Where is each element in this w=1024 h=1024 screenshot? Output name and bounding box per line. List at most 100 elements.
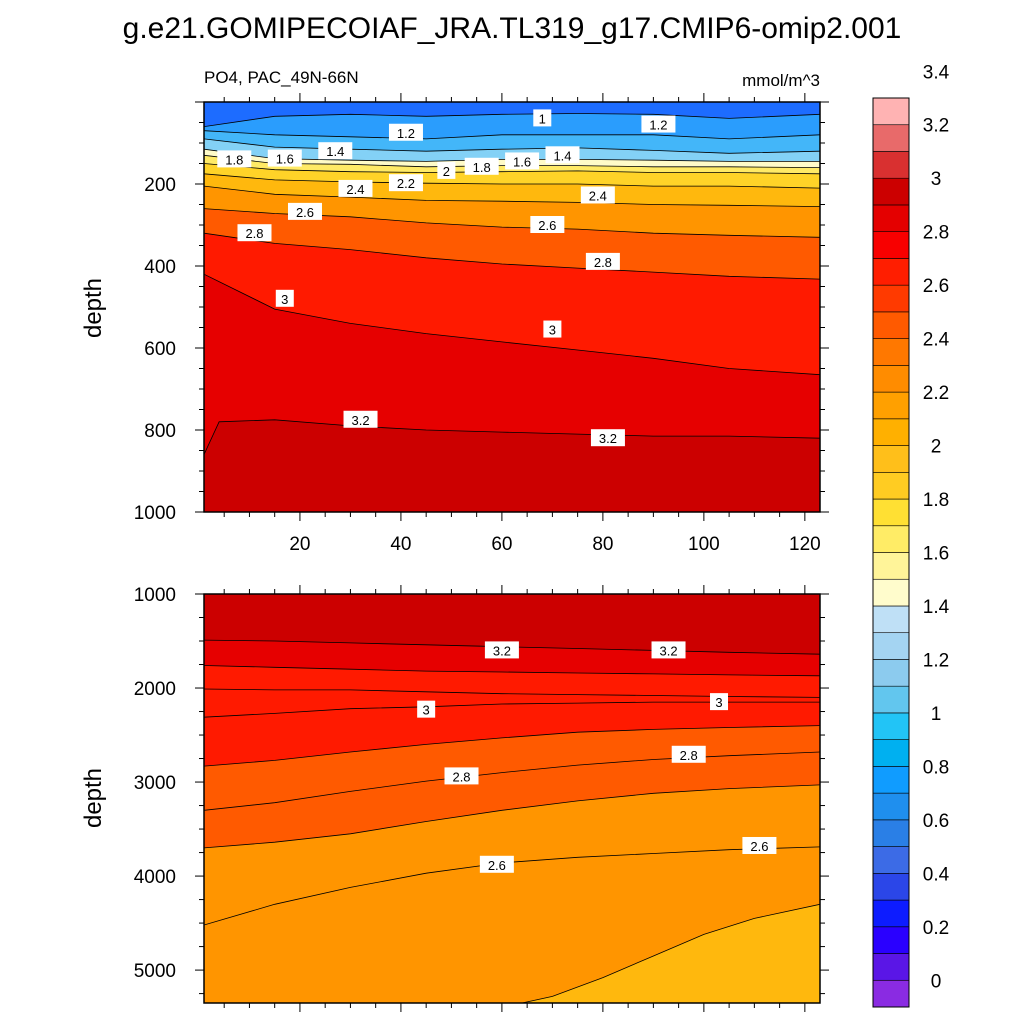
contour-label-box bbox=[484, 641, 519, 659]
contour-label-box bbox=[338, 179, 373, 197]
lower-contour-lines bbox=[204, 639, 820, 1003]
colorbar-swatch bbox=[872, 926, 910, 954]
lower-y-axis-label: depth bbox=[80, 768, 107, 828]
colorbar-swatch bbox=[872, 338, 910, 366]
lower-contour-labels: 3.2 3.2 3 3 2.8 2.8 2.6 2.6 bbox=[417, 641, 777, 873]
contour-label-text: 3 bbox=[423, 703, 430, 718]
contour-label-box bbox=[545, 146, 580, 164]
contour-label-box bbox=[275, 289, 294, 307]
contour-label-text: 2.2 bbox=[397, 176, 415, 191]
colorbar-swatch bbox=[872, 391, 910, 420]
colorbar: 0 0.2 0.4 0.6 0.8 1 1.2 1.4 1.6 1.8 2 2.2 2.4 2.6 2.8 3… bbox=[872, 62, 950, 1008]
contour-label-box bbox=[710, 693, 729, 711]
contour-label-text: 1 bbox=[539, 111, 546, 126]
contour-label: 3 bbox=[543, 320, 562, 338]
contour-line bbox=[204, 725, 820, 767]
colorbar-label: 0.2 bbox=[923, 918, 949, 939]
x-tick-label: 60 bbox=[491, 534, 512, 555]
contour-label-box bbox=[742, 836, 777, 854]
colorbar-swatch bbox=[872, 311, 910, 339]
contour-label: 2.2 bbox=[388, 174, 423, 192]
colorbar-swatch bbox=[872, 124, 910, 152]
colorbar-swatch bbox=[872, 151, 910, 179]
y-tick-label: 2000 bbox=[134, 679, 176, 700]
colorbar-swatch bbox=[872, 632, 910, 660]
lower-contour-fills bbox=[204, 640, 820, 1003]
contour-label-box bbox=[237, 224, 272, 242]
contour-label-box bbox=[388, 174, 423, 192]
contour-label-text: 1.6 bbox=[276, 152, 294, 167]
contour-label-box bbox=[533, 109, 552, 127]
colorbar-swatch bbox=[872, 979, 910, 1008]
colorbar-swatch bbox=[872, 525, 910, 553]
lower-axis-ticks: 1000 2000 3000 4000 5000 bbox=[134, 585, 829, 1012]
contour-label-text: 1.8 bbox=[473, 160, 491, 175]
colorbar-swatch bbox=[872, 97, 910, 126]
contour-label-text: 1.8 bbox=[225, 152, 243, 167]
contour-label: 1.6 bbox=[267, 149, 302, 167]
x-tick-label: 80 bbox=[592, 534, 613, 555]
colorbar-swatch bbox=[872, 552, 910, 580]
contour-label-text: 2.8 bbox=[680, 748, 698, 763]
colorbar-frame bbox=[872, 97, 910, 1008]
contour-fill-band bbox=[204, 102, 820, 127]
contour-label-box bbox=[444, 767, 479, 785]
colorbar-label: 1.2 bbox=[923, 650, 949, 671]
colorbar-swatch bbox=[872, 846, 910, 874]
contour-label: 2.8 bbox=[671, 745, 706, 763]
contour-label-text: 2.4 bbox=[589, 188, 607, 203]
contour-label: 3.2 bbox=[590, 429, 625, 447]
colorbar-label: 2.6 bbox=[923, 276, 949, 297]
contour-line bbox=[522, 903, 820, 1003]
contour-label-box bbox=[585, 252, 620, 270]
colorbar-swatch bbox=[872, 498, 910, 527]
contour-label: 2.6 bbox=[530, 216, 565, 233]
colorbar-label: 2 bbox=[931, 437, 942, 458]
contour-label-box bbox=[464, 157, 499, 175]
colorbar-swatch bbox=[872, 578, 910, 607]
contour-label-box bbox=[590, 429, 625, 447]
contour-label-box bbox=[217, 150, 252, 168]
colorbar-swatch bbox=[872, 953, 910, 981]
contour-label: 1 bbox=[533, 109, 552, 127]
contour-label-text: 2.4 bbox=[346, 182, 364, 197]
contour-label-text: 2.8 bbox=[452, 769, 470, 784]
contour-label: 3.2 bbox=[651, 641, 686, 659]
contour-label-box bbox=[479, 855, 514, 873]
colorbar-swatch bbox=[872, 445, 910, 473]
upper-contour-labels: 1 1.2 1.2 1.4 1.4 1.6 1.6 1.8 1.8 2 2.2 2.4 2.4 2.6 2.… bbox=[217, 109, 676, 447]
colorbar-swatch bbox=[872, 471, 910, 500]
colorbar-swatch bbox=[872, 712, 910, 740]
colorbar-label: 1 bbox=[931, 704, 942, 725]
contour-label-text: 2.8 bbox=[594, 255, 612, 270]
upper-axis-ticks: 20 40 60 80 100 120 200 400 600 800 1000 bbox=[134, 93, 829, 555]
y-tick-label: 5000 bbox=[134, 961, 176, 982]
contour-label: 3.2 bbox=[343, 410, 378, 428]
contour-label-box bbox=[287, 202, 322, 220]
lower-panel: 3.2 3.2 3 3 2.8 2.8 2.6 2.6 1000 2000 3000 4000 500… bbox=[80, 585, 829, 1012]
contour-label-box bbox=[651, 641, 686, 659]
contour-label-box bbox=[318, 142, 353, 160]
y-tick-label: 1000 bbox=[134, 585, 176, 606]
contour-label-box bbox=[530, 216, 565, 233]
contour-label: 1.2 bbox=[388, 123, 423, 141]
lower-plot-frame bbox=[203, 593, 821, 1004]
contour-line bbox=[204, 138, 820, 154]
contour-line bbox=[204, 701, 820, 718]
colorbar-label: 1.8 bbox=[923, 490, 949, 511]
colorbar-swatch bbox=[872, 899, 910, 928]
contour-label: 2.6 bbox=[287, 202, 322, 220]
panel-subtitle-units: mmol/m^3 bbox=[742, 71, 820, 90]
contour-label: 2.4 bbox=[580, 186, 615, 204]
figure-title: g.e21.GOMIPECOIAF_JRA.TL319_g17.CMIP6-om… bbox=[123, 12, 902, 45]
contour-label: 1.4 bbox=[318, 142, 353, 160]
contour-label-text: 1.2 bbox=[397, 126, 415, 141]
contour-label-box bbox=[267, 149, 302, 167]
colorbar-swatch bbox=[872, 819, 910, 847]
contour-label-box bbox=[580, 186, 615, 204]
contour-label-text: 3 bbox=[281, 292, 288, 307]
contour-label: 1.8 bbox=[464, 157, 499, 175]
contour-line bbox=[204, 185, 820, 207]
y-tick-label: 200 bbox=[144, 175, 176, 196]
